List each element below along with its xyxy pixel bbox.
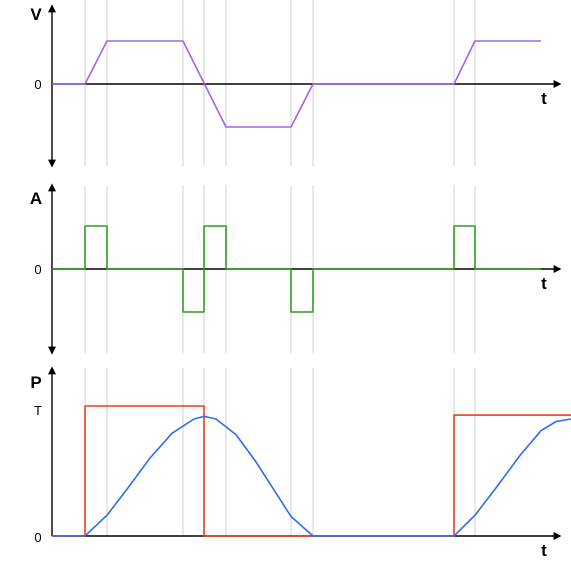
velocity-panel: V 0 t bbox=[30, 4, 562, 168]
acceleration-x-label: t bbox=[541, 274, 547, 293]
position-curve bbox=[52, 415, 571, 537]
velocity-zero-label: 0 bbox=[34, 77, 41, 92]
position-y-label: P bbox=[30, 373, 41, 392]
acceleration-y-label: A bbox=[30, 189, 42, 208]
position-x-label: t bbox=[541, 541, 547, 560]
acceleration-panel: A 0 t bbox=[30, 183, 562, 355]
position-panel: P T 0 t bbox=[30, 366, 571, 560]
acceleration-curve-group bbox=[52, 225, 541, 313]
position-top-label: T bbox=[34, 403, 42, 418]
velocity-y-label: V bbox=[30, 5, 42, 24]
velocity-x-label: t bbox=[541, 89, 547, 108]
acceleration-curve bbox=[52, 225, 541, 313]
position-curve-group bbox=[52, 405, 571, 537]
velocity-curve-group bbox=[52, 40, 541, 128]
command-curve bbox=[52, 405, 571, 537]
guide-lines bbox=[84, 0, 476, 536]
acceleration-zero-label: 0 bbox=[34, 262, 41, 277]
velocity-curve bbox=[52, 40, 541, 128]
position-zero-label: 0 bbox=[34, 530, 41, 545]
